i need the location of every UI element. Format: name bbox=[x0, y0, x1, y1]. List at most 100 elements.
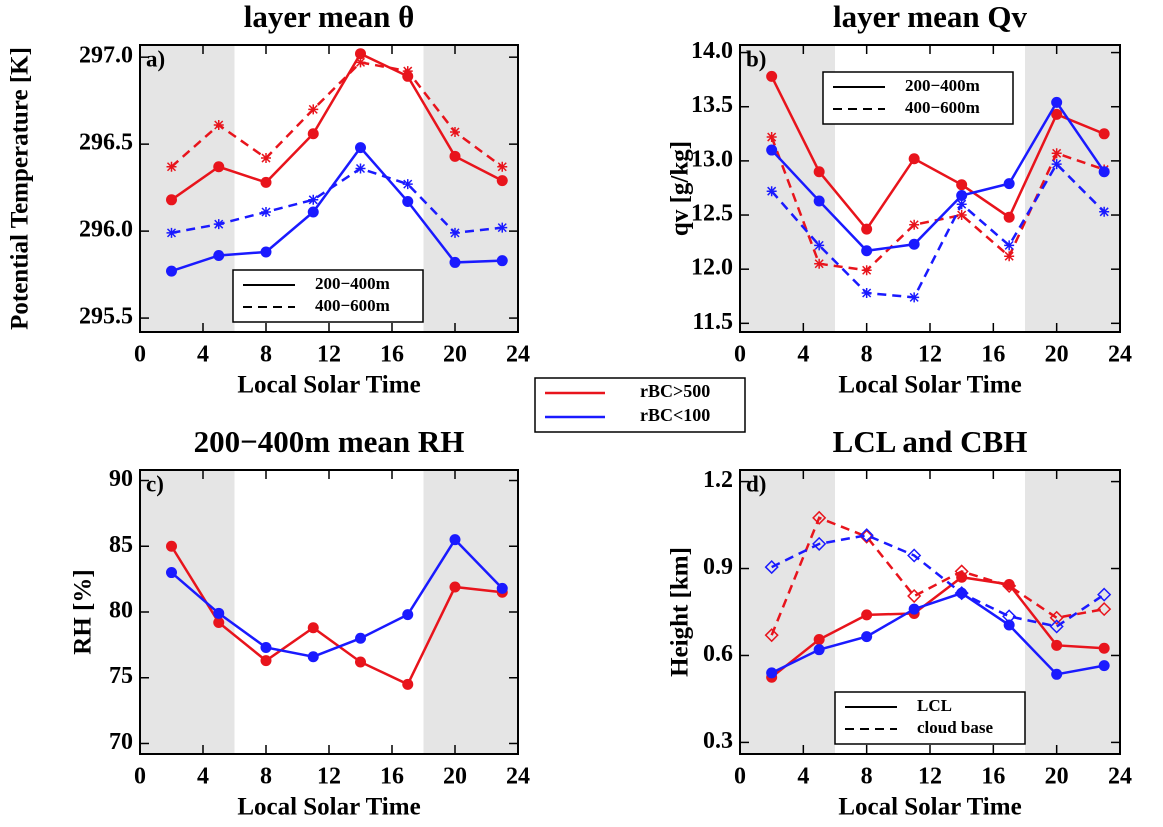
legend-label: rBC<100 bbox=[640, 405, 710, 425]
x-tick-label: 0 bbox=[134, 764, 146, 790]
marker bbox=[812, 536, 827, 551]
color-legend: rBC>500 rBC<100 bbox=[534, 377, 746, 433]
marker bbox=[1002, 609, 1017, 624]
plot-frame bbox=[139, 469, 519, 755]
series-line bbox=[170, 61, 503, 168]
marker bbox=[307, 622, 319, 634]
series-line bbox=[771, 591, 1105, 676]
x-axis-label: Local Solar Time bbox=[237, 372, 420, 399]
marker bbox=[355, 57, 366, 68]
marker bbox=[956, 210, 967, 221]
panel-label: a) bbox=[146, 46, 165, 71]
marker bbox=[496, 175, 508, 187]
plot-frame bbox=[739, 469, 1121, 755]
legend-label: 200−400m bbox=[905, 76, 980, 95]
marker bbox=[908, 603, 920, 615]
series-line bbox=[170, 537, 504, 658]
marker bbox=[1004, 251, 1015, 262]
marker bbox=[859, 529, 874, 544]
y-tick-label: 0.9 bbox=[703, 554, 733, 580]
marker bbox=[861, 631, 873, 643]
marker bbox=[355, 632, 366, 644]
marker bbox=[908, 238, 920, 250]
marker bbox=[166, 265, 177, 277]
marker bbox=[1098, 128, 1110, 140]
x-tick-label: 24 bbox=[1108, 764, 1132, 790]
y-tick-label: 296.0 bbox=[79, 217, 133, 243]
x-tick-label: 20 bbox=[443, 764, 467, 790]
legend-label: cloud base bbox=[917, 718, 993, 737]
marker bbox=[861, 223, 873, 235]
marker bbox=[861, 609, 873, 621]
x-tick-label: 16 bbox=[981, 764, 1005, 790]
marker bbox=[449, 150, 461, 162]
marker bbox=[355, 48, 366, 60]
panel-title: LCL and CBH bbox=[833, 424, 1028, 459]
x-tick-label: 20 bbox=[1045, 764, 1069, 790]
series-line bbox=[171, 167, 503, 235]
marker bbox=[260, 246, 272, 258]
marker bbox=[213, 249, 225, 261]
marker bbox=[213, 219, 224, 230]
marker bbox=[859, 528, 874, 543]
y-axis-label: qv [g/kg] bbox=[667, 141, 694, 236]
marker bbox=[402, 179, 413, 190]
marker bbox=[166, 161, 177, 172]
y-tick-label: 295.5 bbox=[79, 304, 133, 330]
marker bbox=[812, 510, 827, 525]
marker bbox=[260, 642, 272, 653]
y-axis-label: RH [%] bbox=[70, 569, 97, 654]
marker bbox=[766, 667, 778, 679]
marker bbox=[450, 227, 460, 238]
marker bbox=[402, 196, 414, 208]
marker bbox=[1051, 108, 1063, 120]
legend-label: 400−600m bbox=[315, 296, 390, 315]
marker bbox=[308, 104, 319, 115]
panel-label: d) bbox=[746, 471, 766, 496]
x-axis-label: Local Solar Time bbox=[838, 372, 1021, 399]
marker bbox=[766, 186, 777, 197]
marker bbox=[813, 195, 825, 207]
series-line bbox=[770, 100, 1106, 253]
marker bbox=[861, 245, 873, 257]
marker bbox=[764, 560, 779, 575]
x-axis-label: Local Solar Time bbox=[237, 794, 420, 821]
series-line bbox=[171, 145, 503, 273]
marker bbox=[402, 66, 413, 77]
marker bbox=[909, 292, 920, 303]
marker bbox=[907, 589, 922, 604]
x-tick-label: 12 bbox=[918, 764, 942, 790]
marker bbox=[1099, 206, 1110, 217]
marker bbox=[1098, 642, 1110, 654]
legend-label: 200−400m bbox=[315, 274, 390, 293]
marker bbox=[1003, 178, 1015, 190]
marker bbox=[766, 70, 778, 82]
marker bbox=[954, 586, 969, 601]
x-tick-label: 20 bbox=[1045, 342, 1069, 368]
y-axis-label: Height [km] bbox=[667, 547, 694, 677]
marker bbox=[766, 144, 778, 156]
legend-box bbox=[822, 71, 1014, 125]
x-tick-label: 20 bbox=[443, 342, 467, 368]
marker bbox=[954, 564, 969, 579]
marker bbox=[1049, 619, 1064, 634]
panel-title: layer mean θ bbox=[244, 0, 415, 34]
legend-box bbox=[534, 377, 746, 433]
marker bbox=[307, 651, 319, 663]
panel-label: c) bbox=[146, 471, 164, 496]
marker bbox=[355, 163, 366, 174]
marker bbox=[1051, 639, 1063, 651]
marker bbox=[355, 142, 366, 154]
y-tick-label: 90 bbox=[109, 466, 133, 492]
night-shading bbox=[423, 45, 518, 332]
marker bbox=[260, 176, 272, 188]
legend-label: LCL bbox=[917, 696, 952, 715]
y-tick-label: 296.5 bbox=[79, 130, 133, 156]
y-tick-label: 0.6 bbox=[703, 641, 733, 667]
marker bbox=[764, 628, 779, 643]
marker bbox=[813, 166, 825, 178]
y-tick-label: 13.0 bbox=[691, 146, 733, 172]
marker bbox=[260, 655, 272, 667]
y-tick-label: 75 bbox=[109, 663, 133, 689]
